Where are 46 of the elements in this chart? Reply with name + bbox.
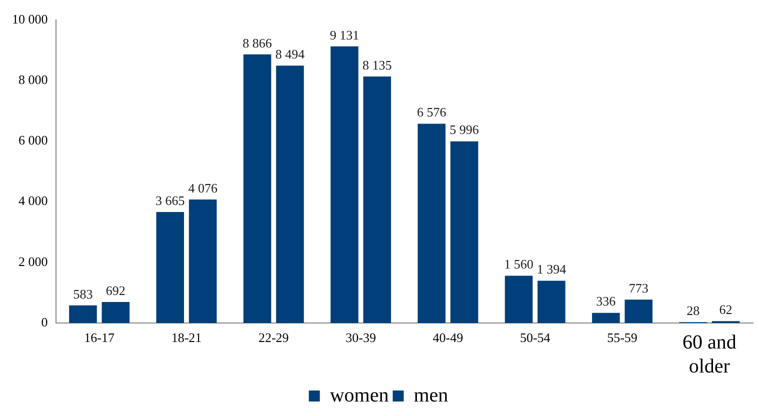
bar bbox=[418, 124, 446, 323]
data-label: 9 131 bbox=[330, 27, 360, 42]
y-tick-label: 8 000 bbox=[18, 72, 48, 88]
data-label: 8 494 bbox=[275, 46, 306, 62]
data-label: 8 866 bbox=[242, 35, 272, 50]
data-label: 62 bbox=[719, 302, 732, 318]
y-tick-label: 4 000 bbox=[18, 193, 48, 208]
data-label: 1 394 bbox=[536, 262, 567, 277]
data-label: 6 576 bbox=[416, 104, 447, 120]
bar bbox=[624, 300, 652, 323]
data-label: 8 135 bbox=[362, 57, 392, 72]
bar bbox=[592, 312, 620, 323]
data-label: 4 076 bbox=[188, 180, 218, 196]
bar bbox=[102, 302, 130, 323]
bar bbox=[450, 141, 478, 323]
y-tick-label: 10 000 bbox=[12, 11, 48, 26]
bar bbox=[188, 199, 217, 323]
bar bbox=[504, 276, 533, 323]
y-tick-label: 0 bbox=[41, 314, 48, 330]
y-tick-label: 6 000 bbox=[18, 132, 48, 148]
x-tick-label: 60 and older bbox=[682, 331, 736, 378]
data-label: 1 560 bbox=[504, 256, 534, 272]
data-label: 692 bbox=[106, 282, 126, 298]
data-label: 3 665 bbox=[156, 192, 185, 208]
bar bbox=[156, 212, 184, 323]
bar bbox=[363, 76, 392, 323]
bar bbox=[276, 66, 304, 323]
y-tick-label: 2 000 bbox=[18, 254, 48, 269]
data-label: 5 996 bbox=[450, 122, 480, 138]
x-tick-label: 18-21 bbox=[171, 330, 202, 346]
x-tick-label: 16-17 bbox=[84, 330, 115, 346]
data-label: 28 bbox=[686, 303, 700, 318]
x-tick-label: 40-49 bbox=[432, 330, 464, 346]
bar bbox=[330, 46, 358, 323]
x-tick-label: 30-39 bbox=[346, 330, 376, 346]
x-tick-label: 22-29 bbox=[258, 330, 289, 346]
data-label: 583 bbox=[73, 286, 93, 302]
data-label: 773 bbox=[628, 280, 648, 296]
x-tick-label: 50-54 bbox=[520, 330, 551, 346]
data-label: 336 bbox=[596, 294, 616, 309]
bar bbox=[243, 54, 272, 323]
legend-label: men bbox=[414, 384, 448, 406]
x-tick-label: 55-59 bbox=[607, 330, 638, 346]
legend-label: women bbox=[330, 384, 389, 406]
bar bbox=[538, 280, 566, 323]
bar bbox=[69, 305, 97, 323]
